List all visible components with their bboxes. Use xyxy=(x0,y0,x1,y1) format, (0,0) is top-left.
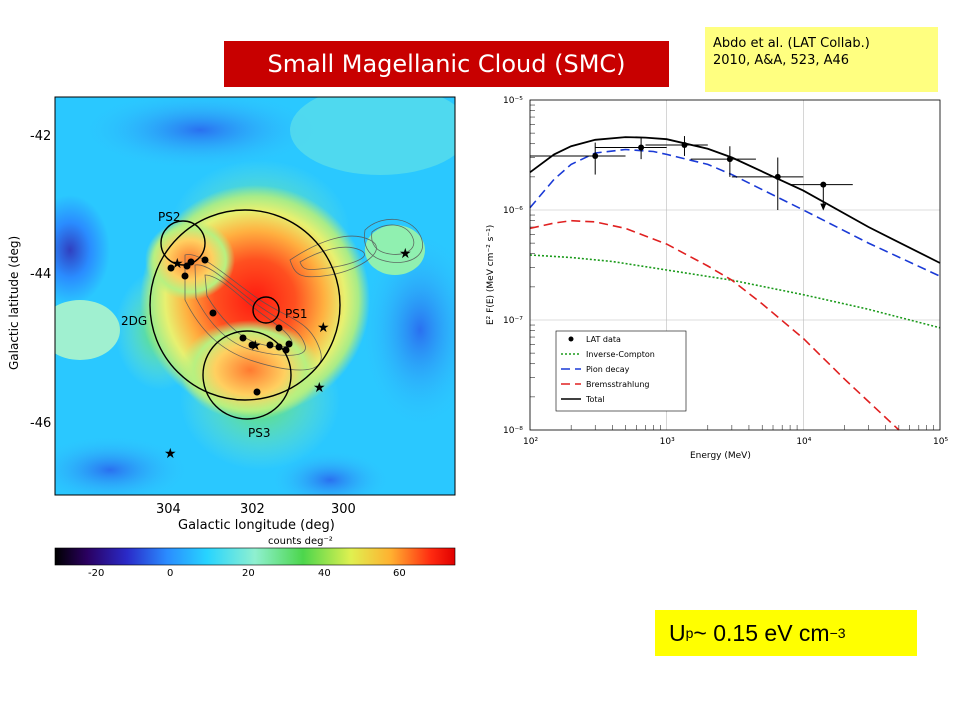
sed-data-points xyxy=(530,136,853,211)
sed-x-tick-label: 10⁴ xyxy=(796,437,811,447)
sed-data-point xyxy=(726,156,733,163)
x-axis-label: Galactic longitude (deg) xyxy=(178,518,335,533)
label-ps1: PS1 xyxy=(285,307,308,321)
heatmap-image xyxy=(55,97,455,495)
x-tick-2: 302 xyxy=(240,502,265,517)
sed-data-point xyxy=(681,141,688,148)
sed-data-point xyxy=(638,144,645,151)
sed-x-tick-label: 10³ xyxy=(660,437,675,447)
label-ps2: PS2 xyxy=(158,210,181,224)
sed-data-point xyxy=(592,152,599,159)
sed-y-tick-label: 10⁻⁷ xyxy=(503,316,523,326)
x-tick-1: 304 xyxy=(156,502,181,517)
energy-density-exponent: −3 xyxy=(829,625,846,641)
svg-text:★: ★ xyxy=(164,446,177,462)
label-ps3: PS3 xyxy=(248,426,271,440)
sed-series-inverse-compton xyxy=(529,254,941,329)
sed-series-pion-decay xyxy=(529,148,941,277)
reference-note: Abdo et al. (LAT Collab.) 2010, A&A, 523… xyxy=(705,27,938,92)
svg-text:★: ★ xyxy=(317,320,330,336)
reference-line-2: 2010, A&A, 523, A46 xyxy=(713,53,850,68)
sed-series-total xyxy=(529,136,941,264)
y-tick-3: -46 xyxy=(30,416,51,431)
colorbar-label: counts deg⁻² xyxy=(268,536,333,547)
sed-y-tick-label: 10⁻⁶ xyxy=(503,206,523,216)
label-2dg: 2DG xyxy=(121,314,147,328)
legend-marker-lat-data xyxy=(568,336,574,342)
energy-density-value: ~ 0.15 eV cm xyxy=(693,619,830,646)
svg-text:★: ★ xyxy=(313,380,326,396)
sed-y-tick-label: 10⁻⁸ xyxy=(503,426,523,436)
legend-label: Pion decay xyxy=(586,365,630,374)
sed-background xyxy=(483,93,953,465)
contour-lines xyxy=(184,218,423,371)
source-markers xyxy=(167,256,293,396)
slide-title: Small Magellanic Cloud (SMC) xyxy=(224,41,669,87)
sed-x-tick-label: 10² xyxy=(523,437,538,447)
sed-data-point xyxy=(774,173,781,180)
sed-x-axis-label: Energy (MeV) xyxy=(690,451,751,461)
sed-series-group xyxy=(529,136,941,431)
legend-label: Inverse-Compton xyxy=(586,350,655,359)
colorbar-tick-1: -20 xyxy=(88,568,104,579)
svg-text:★: ★ xyxy=(171,256,184,272)
sed-frame xyxy=(529,99,941,431)
ps3-circle xyxy=(202,330,292,420)
energy-density-symbol: U xyxy=(669,619,686,646)
legend-label: LAT data xyxy=(586,335,621,344)
y-tick-2: -44 xyxy=(30,267,51,282)
sed-legend: LAT data Inverse-Compton Pion decay Bremsst… xyxy=(555,330,687,412)
x-tick-3: 300 xyxy=(331,502,356,517)
y-tick-1: -42 xyxy=(30,129,51,144)
energy-density-subscript: p xyxy=(685,625,694,641)
colorbar-tick-4: 40 xyxy=(318,568,331,579)
colorbar-tick-3: 20 xyxy=(242,568,255,579)
sed-tick-labels: 10² 10³ 10⁴ 10⁵ 10⁻⁵ 10⁻⁶ 10⁻⁷ 10⁻⁸ xyxy=(503,96,948,447)
sed-legend-box xyxy=(555,330,687,412)
svg-text:★: ★ xyxy=(249,338,262,354)
ps2-circle xyxy=(160,220,206,266)
sed-series-bremsstrahlung xyxy=(529,219,900,431)
sed-data-point xyxy=(820,181,827,188)
sed-grid xyxy=(529,99,941,431)
colorbar-tick-5: 60 xyxy=(393,568,406,579)
star-markers: ★ ★ ★ ★ ★ ★ xyxy=(164,246,412,462)
legend-label: Bremsstrahlung xyxy=(586,380,650,389)
colorbar-tick-2: 0 xyxy=(167,568,173,579)
reference-line-1: Abdo et al. (LAT Collab.) xyxy=(713,36,870,51)
ps1-circle xyxy=(252,296,280,324)
legend-label: Total xyxy=(585,395,605,404)
y-axis-label: Galactic latitude (deg) xyxy=(7,236,21,370)
sed-upper-limit-arrow xyxy=(820,203,827,211)
sed-x-tick-label: 10⁵ xyxy=(933,437,948,447)
region-circles xyxy=(149,209,341,420)
sed-y-tick-label: 10⁻⁵ xyxy=(503,96,523,106)
svg-text:★: ★ xyxy=(399,246,412,262)
2dg-circle xyxy=(149,209,341,401)
colorbar xyxy=(54,547,456,566)
sed-y-axis-label: E² F(E) (MeV cm⁻² s⁻¹) xyxy=(486,225,496,325)
